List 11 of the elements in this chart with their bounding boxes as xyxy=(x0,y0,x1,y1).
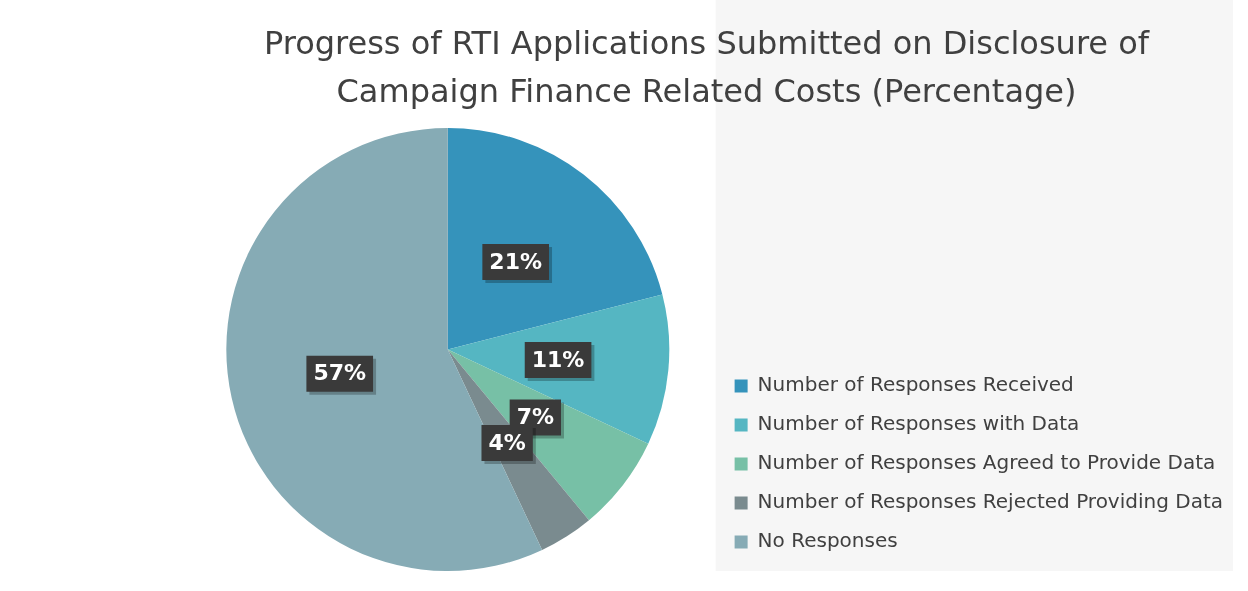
legend-label: Number of Responses Agreed to Provide Data xyxy=(757,450,1216,475)
legend-label: No Responses xyxy=(757,528,898,553)
data-label: 7% xyxy=(516,404,554,430)
chart-title: Progress of RTI Applications Submitted on Disclosure of Campaign Finance Related Costs (Percentage) xyxy=(263,24,1150,111)
legend-label: Number of Responses Received xyxy=(757,372,1074,397)
data-label: 4% xyxy=(488,429,526,455)
data-label: 57% xyxy=(313,360,367,386)
data-label: 11% xyxy=(531,346,585,372)
legend-label: Number of Responses with Data xyxy=(757,411,1080,436)
data-label: 21% xyxy=(489,248,543,274)
legend-label: Number of Responses Rejected Providing Data xyxy=(757,489,1224,514)
